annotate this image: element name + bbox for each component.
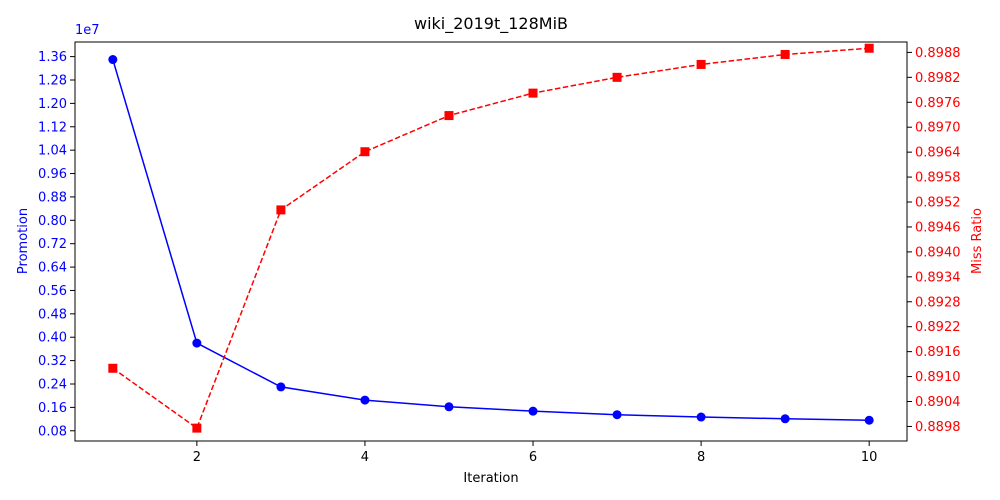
left-tick-label: 0.32	[38, 354, 67, 369]
x-axis: 2 4 6 8 10	[193, 441, 878, 465]
left-axis-title: Promotion	[16, 208, 31, 274]
x-tick-label: 4	[361, 450, 369, 465]
data-point-right	[276, 205, 286, 215]
x-tick-label: 8	[697, 450, 705, 465]
right-tick-label: 0.8946	[915, 220, 961, 235]
left-axis-multiplier: 1e7	[75, 23, 100, 38]
left-tick-label: 0.72	[38, 237, 67, 252]
left-tick-label: 0.24	[38, 378, 67, 393]
x-tick-label: 6	[529, 450, 537, 465]
data-point-left	[192, 338, 202, 348]
left-tick-label: 0.64	[38, 261, 67, 276]
right-tick-label: 0.8952	[915, 196, 961, 211]
data-point-right	[360, 147, 370, 157]
data-point-left	[696, 412, 706, 422]
plot-area	[108, 43, 874, 433]
left-tick-label: 1.04	[38, 144, 67, 159]
left-tick-label: 1.36	[38, 50, 67, 65]
data-point-left	[612, 410, 622, 420]
right-tick-label: 0.8898	[915, 420, 961, 435]
left-y-axis: 0.08 0.16 0.24 0.32 0.40 0.48 0.56 0.64 0.72 0.80…	[38, 50, 75, 439]
right-tick-label: 0.8964	[915, 146, 961, 161]
left-tick-label: 0.80	[38, 214, 67, 229]
data-point-left	[276, 382, 286, 392]
data-point-left	[864, 415, 874, 425]
data-point-left	[780, 414, 790, 424]
right-tick-label: 0.8904	[915, 395, 961, 410]
left-tick-label: 1.28	[38, 74, 67, 89]
series-line-right	[112, 47, 870, 430]
right-tick-label: 0.8988	[915, 46, 961, 61]
left-tick-label: 0.08	[38, 424, 67, 439]
right-tick-label: 0.8970	[915, 121, 961, 136]
plot-frame	[74, 41, 908, 442]
data-point-left	[360, 395, 370, 405]
data-point-right	[444, 111, 454, 121]
x-tick-label: 10	[861, 450, 878, 465]
left-tick-label: 0.40	[38, 331, 67, 346]
data-point-right	[864, 43, 874, 53]
data-point-right	[612, 72, 622, 82]
left-tick-label: 0.96	[38, 167, 67, 182]
left-tick-label: 0.16	[38, 401, 67, 416]
x-axis-title: Iteration	[463, 471, 518, 486]
right-tick-label: 0.8940	[915, 245, 961, 260]
data-point-right	[780, 49, 790, 59]
data-point-right	[528, 88, 538, 98]
right-tick-label: 0.8934	[915, 270, 961, 285]
x-tick-label: 2	[193, 450, 201, 465]
left-tick-label: 0.88	[38, 190, 67, 205]
series-line-left	[112, 59, 870, 421]
right-tick-label: 0.8958	[915, 171, 961, 186]
data-point-right	[696, 59, 706, 69]
chart-title: wiki_2019t_128MiB	[414, 14, 568, 34]
data-point-right	[108, 363, 118, 373]
right-y-axis: 0.8898 0.8904 0.8910 0.8916 0.8922 0.8928 0.89…	[907, 46, 961, 435]
right-tick-label: 0.8976	[915, 96, 961, 111]
right-tick-label: 0.8982	[915, 71, 961, 86]
left-tick-label: 1.20	[38, 97, 67, 112]
right-tick-label: 0.8916	[915, 345, 961, 360]
right-tick-label: 0.8910	[915, 370, 961, 385]
right-tick-label: 0.8922	[915, 320, 961, 335]
right-axis-title: Miss Ratio	[970, 208, 985, 274]
left-tick-label: 0.56	[38, 284, 67, 299]
left-tick-label: 1.12	[38, 120, 67, 135]
right-tick-label: 0.8928	[915, 295, 961, 310]
left-tick-label: 0.48	[38, 307, 67, 322]
data-point-right	[192, 423, 202, 433]
data-point-left	[444, 402, 454, 412]
data-point-left	[528, 406, 538, 416]
data-point-left	[108, 55, 118, 65]
